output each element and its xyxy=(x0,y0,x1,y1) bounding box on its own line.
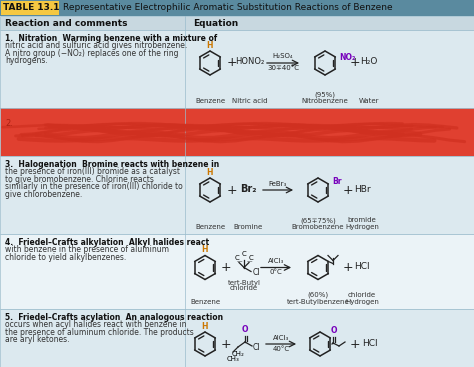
Text: H: H xyxy=(202,322,208,331)
Text: —: — xyxy=(236,259,242,264)
Text: HCl: HCl xyxy=(354,262,370,271)
Text: HCl: HCl xyxy=(362,338,378,348)
Text: AlCl₃: AlCl₃ xyxy=(268,258,284,264)
Text: with benzene in the presence of aluminum: with benzene in the presence of aluminum xyxy=(5,246,169,254)
Text: —: — xyxy=(246,259,252,264)
Text: 30∓40°C: 30∓40°C xyxy=(267,65,299,71)
Text: 3.  Halogenation  Bromine reacts with benzene in: 3. Halogenation Bromine reacts with benz… xyxy=(5,160,219,169)
Text: Water: Water xyxy=(359,98,379,104)
Text: Nitrobenzene: Nitrobenzene xyxy=(301,98,348,104)
Text: Reaction and comments: Reaction and comments xyxy=(5,18,128,28)
Text: Bromine: Bromine xyxy=(233,224,263,230)
Text: Hydrogen: Hydrogen xyxy=(345,299,379,305)
Text: the presence of iron(III) bromide as a catalyst: the presence of iron(III) bromide as a c… xyxy=(5,167,180,177)
Text: (60%): (60%) xyxy=(308,292,328,298)
Text: A nitro group (−NO₂) replaces one of the ring: A nitro group (−NO₂) replaces one of the… xyxy=(5,49,179,58)
Text: AlCl₃: AlCl₃ xyxy=(273,334,289,341)
Text: TABLE 13.1: TABLE 13.1 xyxy=(3,4,60,12)
Text: 5.  Friedel–Crafts acylation  An analogous reaction: 5. Friedel–Crafts acylation An analogous… xyxy=(5,313,223,322)
Text: +: + xyxy=(343,261,353,274)
Text: (65∓75%): (65∓75%) xyxy=(300,217,336,224)
Text: FeBr₃: FeBr₃ xyxy=(269,181,287,186)
Text: Representative Electrophilic Aromatic Substitution Reactions of Benzene: Representative Electrophilic Aromatic Su… xyxy=(63,4,392,12)
Text: Benzene: Benzene xyxy=(195,98,225,104)
Text: similarly in the presence of iron(III) chloride to: similarly in the presence of iron(III) c… xyxy=(5,182,183,191)
Text: +: + xyxy=(343,184,353,196)
Text: give chlorobenzene.: give chlorobenzene. xyxy=(5,190,82,199)
Text: +: + xyxy=(350,338,360,350)
Text: H: H xyxy=(207,168,213,177)
Text: the presence of aluminum chloride. The products: the presence of aluminum chloride. The p… xyxy=(5,328,194,337)
Text: CH₃: CH₃ xyxy=(227,356,239,362)
Bar xyxy=(0,108,474,156)
Text: CH₂: CH₂ xyxy=(232,351,245,357)
Bar xyxy=(0,156,474,234)
Bar xyxy=(0,30,474,108)
Text: Cl: Cl xyxy=(253,268,261,277)
Bar xyxy=(1,1,59,15)
Text: nitric acid and sulfuric acid gives nitrobenzene.: nitric acid and sulfuric acid gives nitr… xyxy=(5,41,187,50)
Bar xyxy=(0,234,474,309)
Text: Hydrogen: Hydrogen xyxy=(345,224,379,230)
Bar xyxy=(0,309,474,367)
Text: Cl: Cl xyxy=(253,342,261,352)
Bar xyxy=(0,0,474,16)
Text: are aryl ketones.: are aryl ketones. xyxy=(5,335,70,344)
Text: chloride to yield alkylbenzenes.: chloride to yield alkylbenzenes. xyxy=(5,253,126,262)
Text: hydrogens.: hydrogens. xyxy=(5,56,48,65)
Text: tert-Butylbenzene: tert-Butylbenzene xyxy=(287,299,349,305)
Text: +: + xyxy=(350,57,360,69)
Text: (95%): (95%) xyxy=(315,91,336,98)
Text: Br₂: Br₂ xyxy=(240,184,256,194)
Text: bromide: bromide xyxy=(347,217,376,223)
Text: H₂O: H₂O xyxy=(360,58,378,66)
Text: chloride: chloride xyxy=(348,292,376,298)
Text: C: C xyxy=(235,255,239,262)
Text: +: + xyxy=(221,338,231,350)
Text: H: H xyxy=(202,246,208,254)
Text: H₂SO₄: H₂SO₄ xyxy=(273,54,293,59)
Text: Bromobenzene: Bromobenzene xyxy=(292,224,344,230)
Text: Nitric acid: Nitric acid xyxy=(232,98,268,104)
Text: +: + xyxy=(227,57,237,69)
Text: 1.  Nitration  Warming benzene with a mixture of: 1. Nitration Warming benzene with a mixt… xyxy=(5,34,217,43)
Text: O: O xyxy=(242,325,248,334)
Text: occurs when acyl halides react with benzene in: occurs when acyl halides react with benz… xyxy=(5,320,186,330)
Text: NO₂: NO₂ xyxy=(339,52,356,62)
Text: tert-Butyl: tert-Butyl xyxy=(228,280,261,286)
Text: Br: Br xyxy=(332,178,341,186)
Text: chloride: chloride xyxy=(230,286,258,291)
Text: 40°C: 40°C xyxy=(273,346,290,352)
Text: HONO₂: HONO₂ xyxy=(236,58,264,66)
Text: Benzene: Benzene xyxy=(190,299,220,305)
Text: 4.  Friedel–Crafts alkylation  Alkyl halides react: 4. Friedel–Crafts alkylation Alkyl halid… xyxy=(5,238,209,247)
Text: +: + xyxy=(221,261,231,274)
Text: H: H xyxy=(207,41,213,50)
Text: C: C xyxy=(242,251,246,258)
Text: C: C xyxy=(249,255,254,262)
Text: Benzene: Benzene xyxy=(195,224,225,230)
Text: O: O xyxy=(331,326,337,335)
Text: 0°C: 0°C xyxy=(270,269,283,276)
Text: 2.: 2. xyxy=(5,120,13,128)
Text: HBr: HBr xyxy=(354,185,370,193)
Text: Equation: Equation xyxy=(193,18,238,28)
Text: to give bromobenzene. Chlorine reacts: to give bromobenzene. Chlorine reacts xyxy=(5,175,154,184)
Text: +: + xyxy=(227,184,237,196)
Bar xyxy=(0,16,474,30)
